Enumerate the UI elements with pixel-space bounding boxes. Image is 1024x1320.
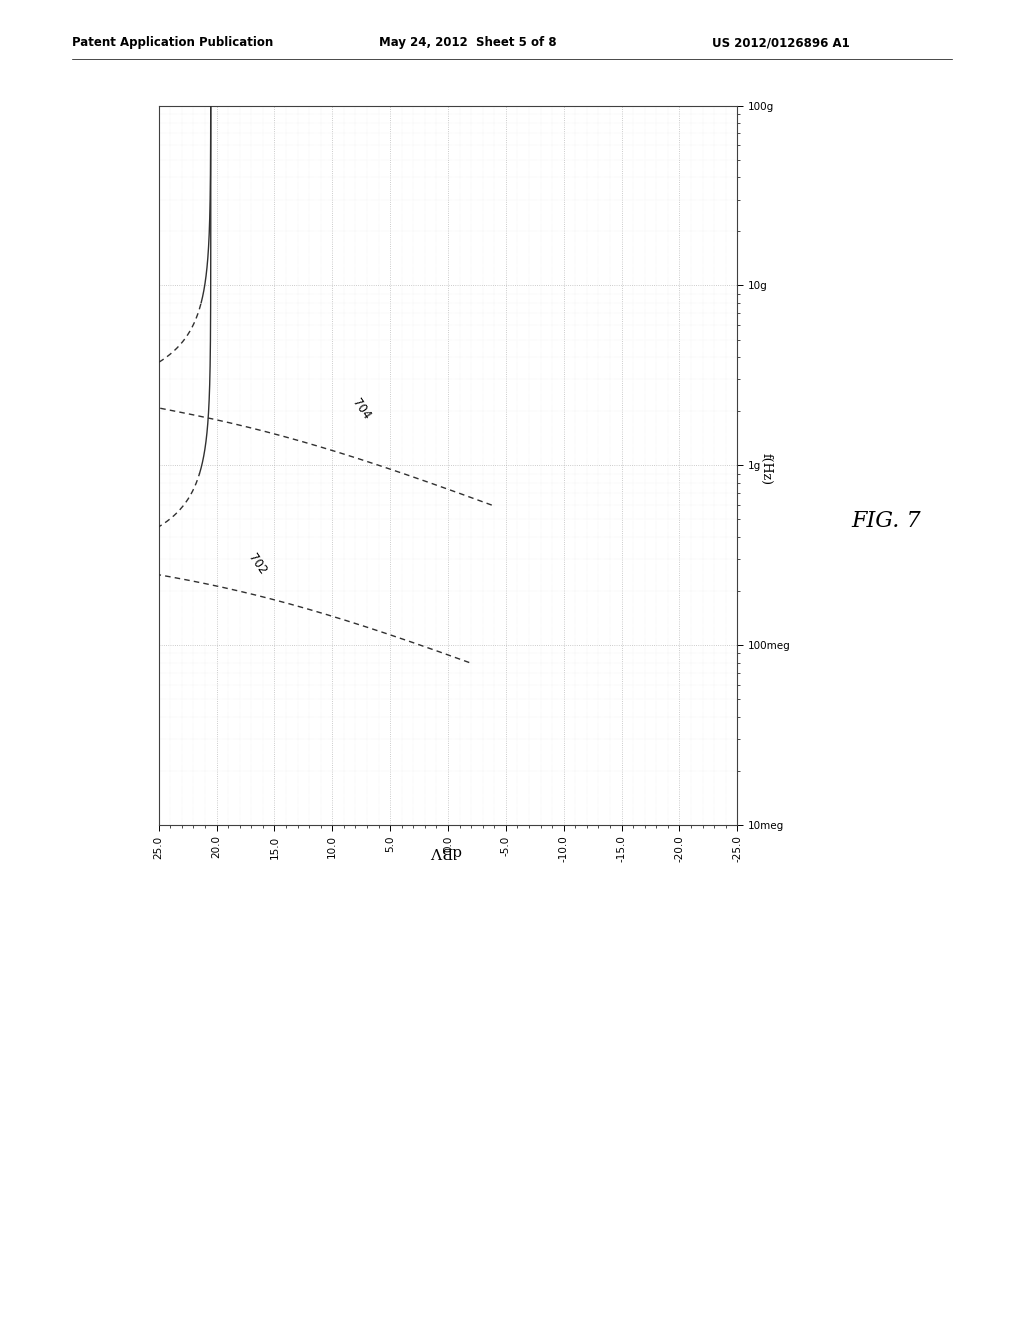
Text: 704: 704 [349,396,373,422]
Text: US 2012/0126896 A1: US 2012/0126896 A1 [712,36,850,49]
Text: f(Hz): f(Hz) [760,453,772,484]
Text: 702: 702 [246,550,269,577]
Text: Patent Application Publication: Patent Application Publication [72,36,273,49]
Text: May 24, 2012  Sheet 5 of 8: May 24, 2012 Sheet 5 of 8 [379,36,556,49]
Text: FIG. 7: FIG. 7 [851,511,921,532]
Text: dBV: dBV [429,845,462,858]
